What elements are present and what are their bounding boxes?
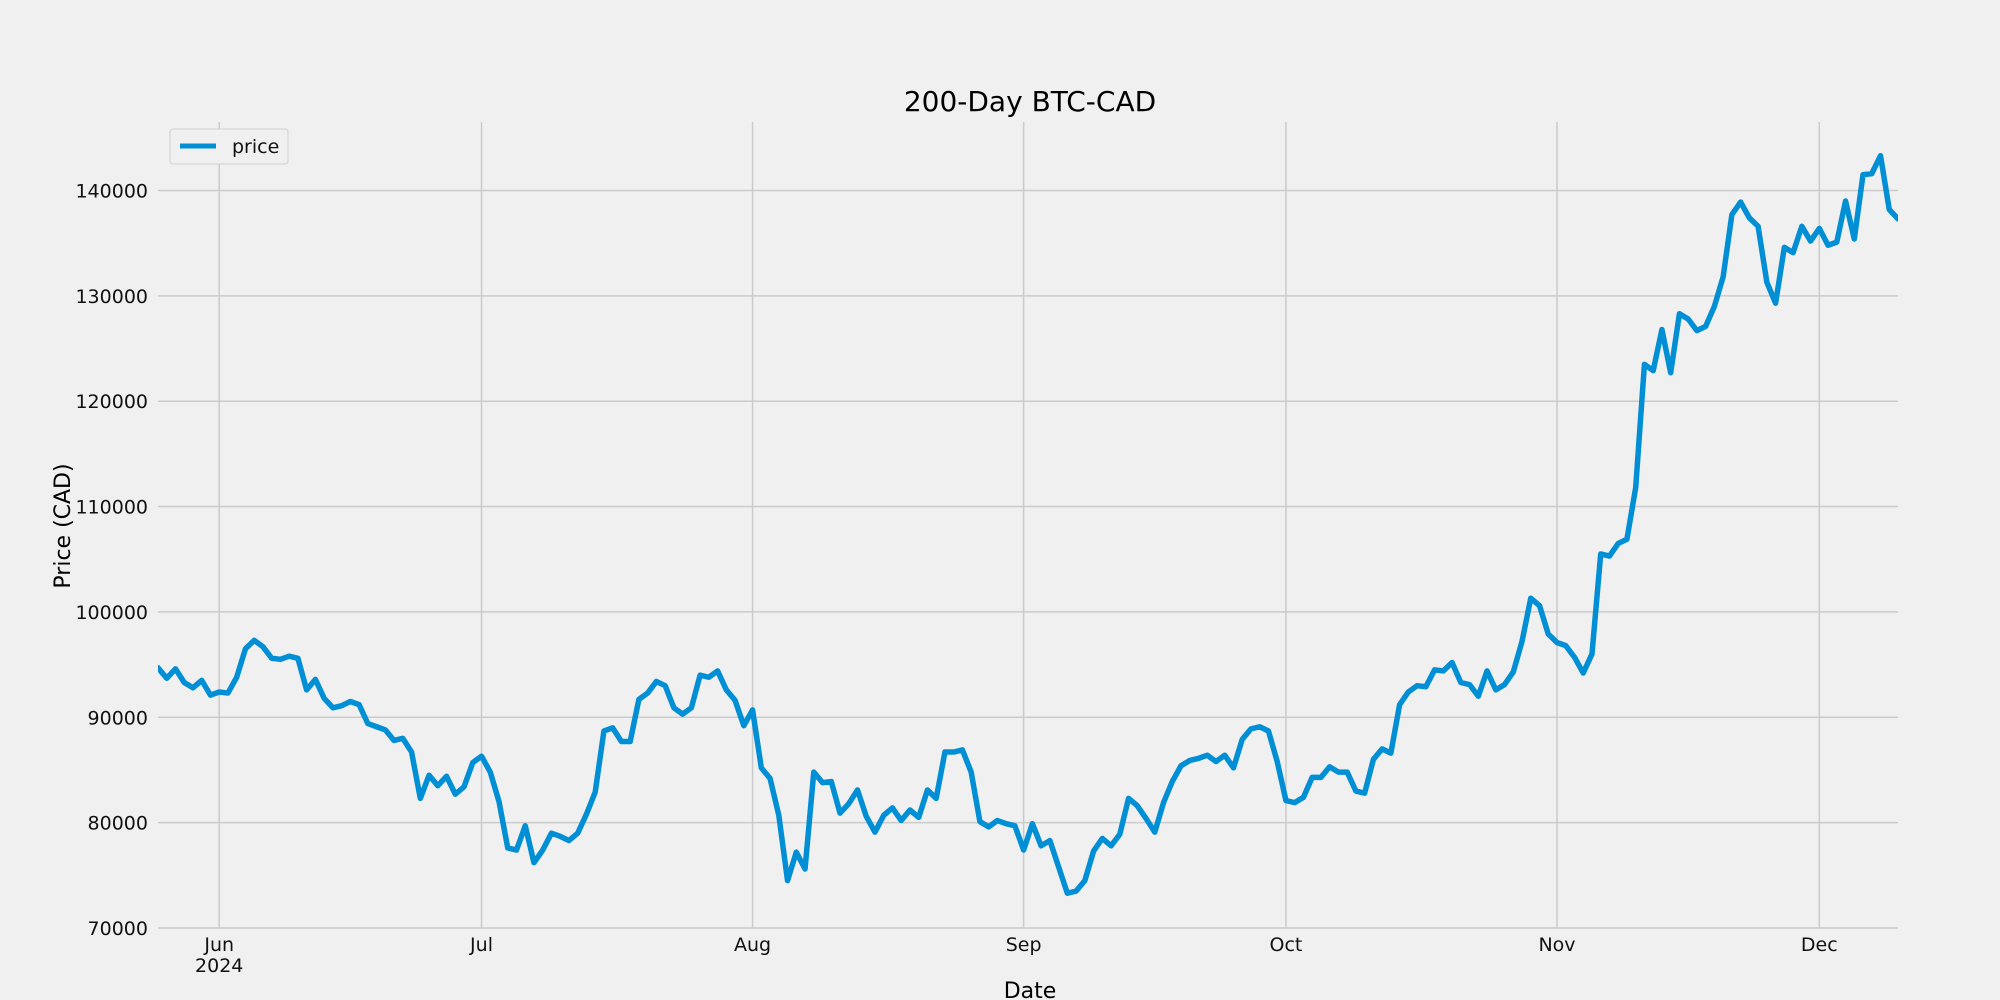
y-axis-ticks: 70000 80000 90000 100000 110000 120000 130000 1… bbox=[75, 180, 148, 940]
legend-box bbox=[169, 128, 289, 165]
y-tick-label: 140000 bbox=[75, 180, 148, 202]
grid bbox=[158, 122, 1898, 929]
y-tick-label: 100000 bbox=[75, 602, 148, 624]
y-tick-label: 70000 bbox=[88, 918, 148, 940]
x-tick-sublabel: 2024 bbox=[195, 955, 243, 977]
x-tick-label: Sep bbox=[1006, 934, 1042, 956]
series-layer bbox=[158, 152, 1898, 896]
legend-label-price: price bbox=[232, 136, 279, 158]
x-tick-label: Aug bbox=[734, 934, 771, 956]
series-line-price bbox=[158, 152, 1898, 896]
y-tick-label: 80000 bbox=[88, 813, 148, 835]
y-tick-label: 110000 bbox=[75, 497, 148, 519]
legend: price bbox=[169, 128, 289, 165]
x-tick-label: Dec bbox=[1801, 934, 1838, 956]
y-tick-label: 90000 bbox=[88, 707, 148, 729]
x-tick-label: Jun bbox=[203, 934, 234, 956]
y-tick-label: 120000 bbox=[75, 391, 148, 413]
x-tick-label: Nov bbox=[1538, 934, 1575, 956]
y-axis-label: Price (CAD) bbox=[51, 463, 76, 588]
y-tick-label: 130000 bbox=[75, 286, 148, 308]
x-axis-label: Date bbox=[1004, 979, 1057, 1000]
x-tick-label: Jul bbox=[469, 934, 493, 956]
x-tick-label: Oct bbox=[1270, 934, 1303, 956]
chart-title: 200-Day BTC-CAD bbox=[904, 85, 1156, 118]
